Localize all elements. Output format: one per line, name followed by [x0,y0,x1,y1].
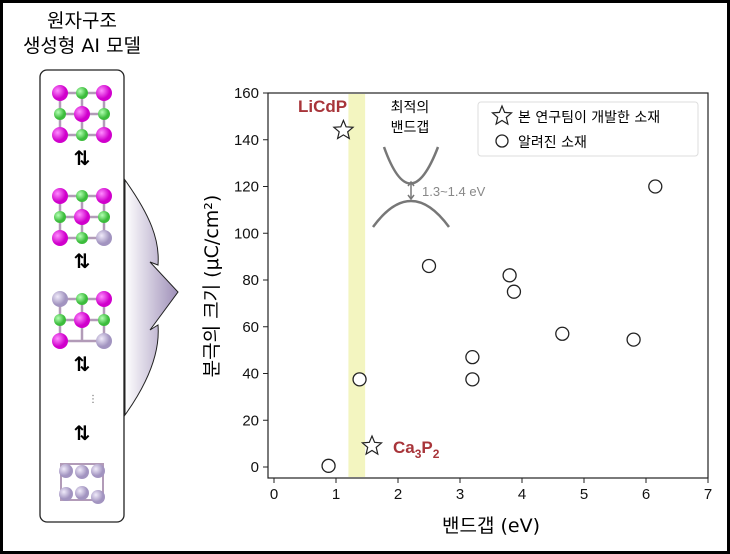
atom [59,464,73,478]
known-material-point [465,372,480,387]
panel-title-line2: 생성형 AI 모델 [23,35,141,57]
new-material-star [332,118,355,140]
legend-circle-icon [495,134,509,148]
atom [74,106,90,122]
crystal-structure [52,291,112,349]
atom [96,85,112,101]
known-material-point [352,372,367,387]
atom [52,230,68,246]
x-tick-label: 3 [456,486,464,503]
optimal-bandgap-label-2: 밴드갭 [391,120,430,136]
legend-star-icon [491,104,513,126]
atom [98,314,110,326]
arrow-icon [124,178,179,417]
known-material-point [502,268,517,283]
y-tick-label: 20 [242,412,259,429]
atom [96,333,112,349]
atom [54,211,66,223]
atom [96,230,112,246]
y-axis-label: 분극의 크기 (μC/cm²) [201,195,223,378]
atom [52,333,68,349]
y-tick-label: 160 [234,85,259,102]
swap-arrows-icon: ⇅ [74,249,91,273]
legend-label-known: 알려진 소재 [518,135,587,151]
atom [52,291,68,307]
atom [96,188,112,204]
atom [74,209,90,225]
atom [91,464,105,478]
conduction-band-icon [382,146,440,185]
crystal-structure [52,85,112,143]
y-tick-label: 120 [234,179,259,196]
atom [59,487,73,501]
atom [76,293,88,305]
known-material-point [626,332,641,347]
label-ca3p2: Ca3P2 [393,438,440,461]
known-material-point [506,284,522,299]
label-licdp: LiCdP [298,97,347,116]
atom [75,486,89,500]
atom [96,127,112,143]
atom [76,190,88,202]
known-material-point [421,258,437,274]
ellipsis: ⋮ [88,394,98,405]
swap-arrows-icon: ⇅ [74,421,91,445]
gap-arrow-heads-icon [407,180,415,201]
swap-arrows-icon: ⇅ [74,146,91,170]
atom [98,211,110,223]
known-material-point [648,179,663,194]
atom [54,314,66,326]
atom [76,129,88,141]
x-tick-label: 6 [642,486,650,503]
y-tick-label: 80 [242,272,259,289]
y-tick-label: 40 [242,366,259,383]
legend-star-shape [491,104,513,126]
atom [96,291,112,307]
x-tick-label: 1 [332,486,340,503]
new-material-star [360,434,383,456]
gap-label: 1.3~1.4 eV [422,184,486,199]
y-tick-label: 140 [234,132,259,149]
valence-band-icon [371,199,451,228]
optimal-bandgap-label-1: 최적의 [391,100,430,116]
x-tick-label: 7 [704,486,712,503]
known-material-point [321,458,336,473]
figure-svg: 원자구조 생성형 AI 모델 ⇅ ⇅ ⇅ ⇅ ⋮ 0 1 2 3 4 5 6 7 0 20 40 60 80 10… [23,10,712,537]
plot-frame [267,92,709,479]
known-material-point [555,326,570,341]
atom [75,465,89,479]
crystal-structure-final [59,463,105,504]
x-tick-label: 5 [580,486,588,503]
atom [54,108,66,120]
y-tick-label: 100 [234,225,259,242]
panel-title-line1: 원자구조 [47,10,117,32]
figure: 원자구조 생성형 AI 모델 ⇅ ⇅ ⇅ ⇅ ⋮ 0 1 2 3 4 5 6 7 0 20 40 60 80 10… [3,3,727,551]
y-tick-label: 0 [251,459,259,476]
atom [74,312,90,328]
x-tick-label: 2 [394,486,402,503]
x-axis-label: 밴드갭 (eV) [442,515,540,537]
legend-label-new: 본 연구팀이 개발한 소재 [518,110,660,126]
known-material-point [465,349,480,365]
x-tick-label: 4 [518,486,526,503]
legend [477,101,699,157]
optimal-bandgap-band [348,94,366,477]
crystal-structure [52,188,112,246]
atom [52,188,68,204]
atom [91,490,105,504]
swap-arrows-icon: ⇅ [74,352,91,376]
atom [52,127,68,143]
atom [76,87,88,99]
y-tick-label: 60 [242,319,259,336]
x-tick-label: 0 [270,486,278,503]
atom [98,108,110,120]
crystal-structures [52,85,112,504]
atom [76,232,88,244]
atom [52,85,68,101]
